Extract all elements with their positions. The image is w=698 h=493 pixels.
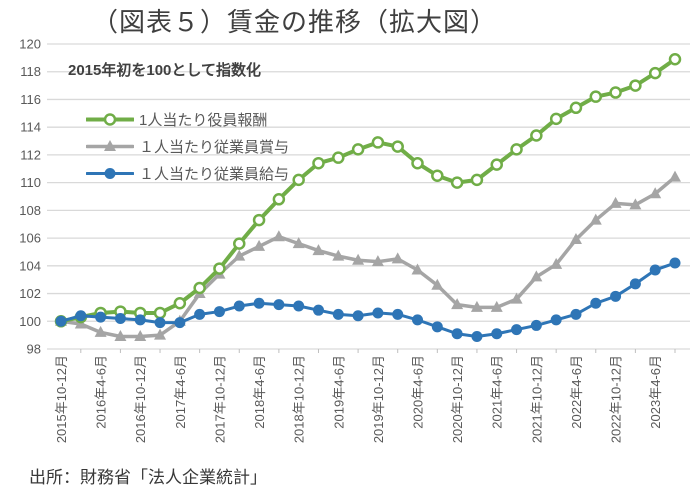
legend-item: １人当たり従業員賞与 — [86, 133, 289, 160]
y-axis-tick-label: 98 — [27, 342, 41, 357]
open-circle-legend-marker-icon — [86, 113, 134, 126]
x-axis-tick-label: 2020年10-12月 — [450, 355, 465, 443]
legend-item: 1人当たり役員報酬 — [86, 106, 289, 133]
x-axis-tick-label: 2022年4-6月 — [569, 355, 584, 429]
x-axis-tick-label: 2019年10-12月 — [371, 355, 386, 443]
x-axis-tick-label: 2019年4-6月 — [331, 355, 346, 429]
y-axis-tick-label: 120 — [19, 37, 41, 52]
circle-legend-marker-icon — [86, 168, 134, 179]
y-axis-tick-label: 116 — [20, 92, 41, 107]
x-axis-tick-label: 2018年10-12月 — [292, 355, 307, 443]
x-axis-tick-label: 2021年10-12月 — [529, 355, 544, 443]
chart-annotation: 2015年初を100として指数化 — [68, 62, 261, 79]
x-axis-tick-label: 2016年10-12月 — [133, 355, 148, 443]
legend: 1人当たり役員報酬 １人当たり従業員賞与 １人当たり従業員給与 — [86, 106, 289, 187]
y-axis-tick-label: 104 — [19, 258, 41, 273]
x-axis-tick-label: 2022年10-12月 — [609, 355, 624, 443]
x-axis-tick-label: 2015年10-12月 — [54, 355, 69, 443]
y-axis-tick-label: 112 — [20, 147, 41, 162]
y-axis-tick-label: 114 — [20, 120, 41, 135]
series-1人当たり役員報酬 — [54, 53, 682, 328]
y-axis-tick-label: 102 — [19, 286, 41, 301]
legend-label: 1人当たり役員報酬 — [139, 112, 268, 129]
x-axis-tick-label: 2020年4-6月 — [411, 355, 426, 429]
series-１人当たり従業員給与 — [55, 257, 681, 343]
x-axis-tick-label: 2017年10-12月 — [212, 355, 227, 443]
y-axis-tick-label: 110 — [20, 175, 41, 190]
y-axis-tick-label: 100 — [19, 314, 41, 329]
legend-label: １人当たり従業員給与 — [139, 166, 290, 183]
x-axis-tick-label: 2021年4-6月 — [490, 355, 505, 429]
legend-label: １人当たり従業員賞与 — [139, 139, 290, 156]
source-note: 出所：財務省「法人企業統計」 — [29, 468, 267, 487]
x-axis-tick-label: 2016年4-6月 — [94, 355, 109, 429]
x-axis-tick-label: 2018年4-6月 — [252, 355, 267, 429]
x-axis-tick-label: 2017年4-6月 — [173, 355, 188, 429]
legend-item: １人当たり従業員給与 — [86, 160, 289, 187]
y-axis-tick-label: 118 — [20, 64, 41, 79]
chart-title: （図表５）賃金の推移（拡大図） — [92, 7, 498, 37]
y-axis-tick-label: 106 — [19, 231, 41, 246]
y-axis-tick-label: 108 — [19, 203, 41, 218]
triangle-legend-marker-icon — [86, 140, 134, 151]
x-axis-tick-label: 2023年4-6月 — [648, 355, 663, 429]
